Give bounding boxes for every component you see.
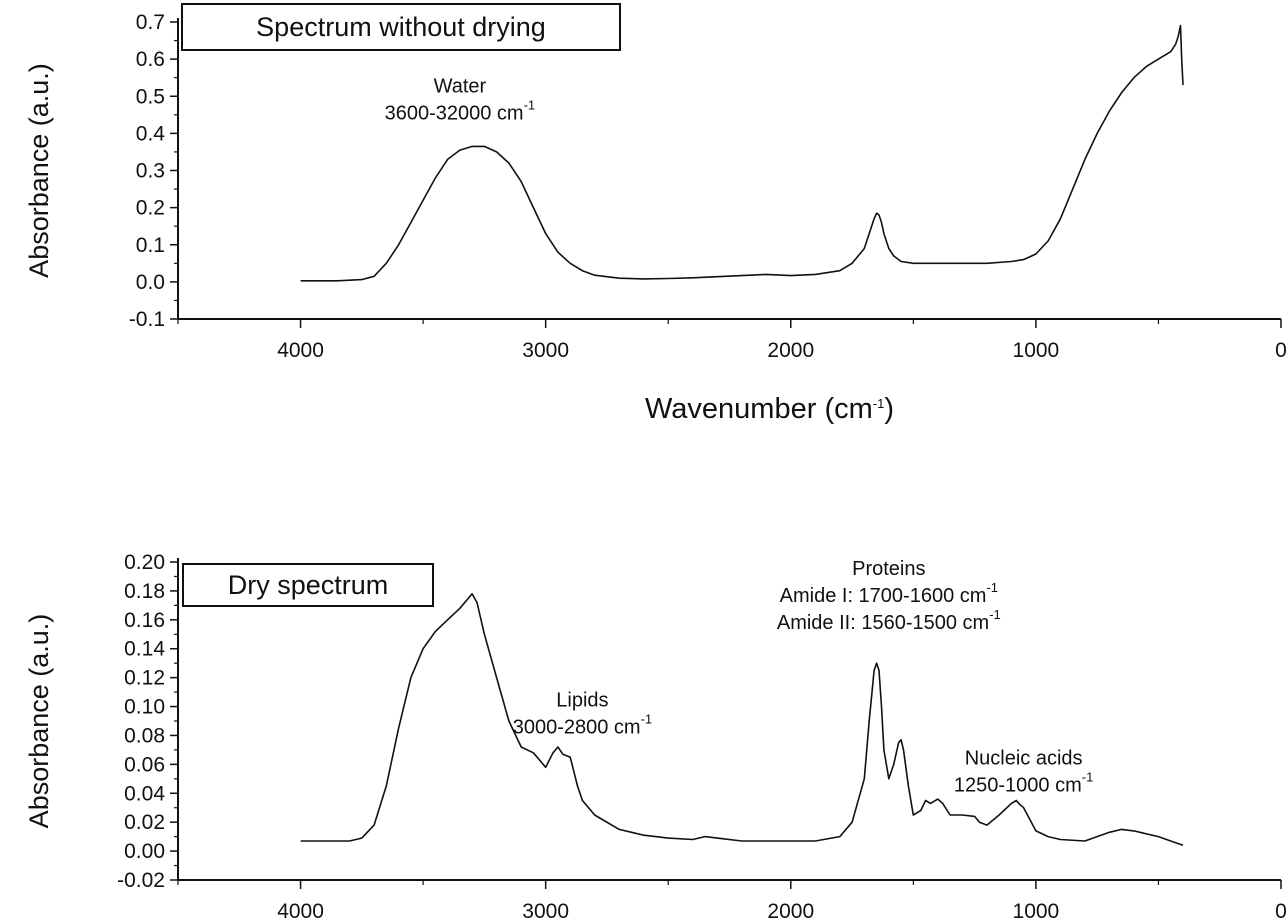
x-tick-label: 3000	[522, 339, 569, 362]
annotation-line: Lipids	[556, 690, 608, 712]
y-tick-label: 0.10	[124, 696, 165, 719]
y-axis-title: Absorbance (a.u.)	[24, 614, 54, 829]
y-tick-label: 0.12	[124, 667, 165, 690]
chart-panel-2: 0.20 0.18 0.16 0.14 0.12 0.10 0.08 0.06 0.04 0.02…	[24, 551, 1287, 921]
annotation-line: Nucleic acids	[965, 747, 1083, 769]
chart-title: Dry spectrum	[228, 570, 389, 600]
y-tick-label: -0.1	[129, 308, 165, 331]
y-tick-label: 0.2	[136, 197, 165, 220]
y-tick-label: 0.00	[124, 840, 165, 863]
annotation-line: 3000-2800 cm-1	[513, 712, 652, 739]
y-tick-label: 0.20	[124, 551, 165, 574]
x-axis-title: Wavenumber (cm-1)	[645, 393, 894, 425]
x-tick-label: 4000	[277, 339, 324, 362]
y-tick-label: 0.14	[124, 638, 165, 661]
y-tick-label: 0.04	[124, 782, 165, 805]
annotation-line: Amide II: 1560-1500 cm-1	[777, 607, 1001, 634]
series-line-1	[300, 24, 1184, 282]
y-tick-label: 0.06	[124, 753, 165, 776]
y-tick-label: 0.6	[136, 48, 165, 71]
y-tick-label: 0.08	[124, 724, 165, 747]
annotation-line: Water	[434, 76, 487, 98]
y-tick-label: 0.3	[136, 160, 165, 183]
y-axis-title: Absorbance (a.u.)	[24, 63, 54, 278]
x-tick-label: 2000	[767, 339, 814, 362]
x-tick-label: 4000	[277, 900, 324, 921]
annotation-line: 3600-32000 cm-1	[385, 98, 536, 125]
chart-panel-1: 0.7 0.6 0.5 0.4 0.3 0.2 0.1 0.0 -0.1 4000 3000 2000…	[24, 3, 1287, 425]
y-tick-label: 0.4	[136, 122, 166, 145]
x-tick-label: 1000	[1013, 900, 1060, 921]
y-tick-label: 0.18	[124, 580, 165, 603]
x-tick-label: 2000	[767, 900, 814, 921]
y-tick-label: 0.02	[124, 811, 165, 834]
x-tick-label: 3000	[522, 900, 569, 921]
y-tick-label: 0.7	[136, 11, 165, 34]
x-tick-label: 0	[1275, 339, 1287, 362]
y-tick-label: 0.0	[136, 271, 165, 294]
x-tick-label: 0	[1275, 900, 1287, 921]
annotation-line: 1250-1000 cm-1	[954, 769, 1093, 796]
x-tick-label: 1000	[1013, 339, 1060, 362]
y-tick-label: -0.02	[117, 869, 165, 892]
annotation-line: Proteins	[852, 558, 925, 580]
y-tick-label: 0.1	[136, 234, 165, 257]
chart-title-box	[181, 3, 621, 51]
chart-title-box	[182, 563, 434, 607]
series-line-1	[300, 593, 1184, 847]
y-tick-label: 0.16	[124, 609, 165, 632]
y-tick-label: 0.5	[136, 85, 165, 108]
annotation-line: Amide I: 1700-1600 cm-1	[780, 580, 998, 607]
chart-title: Spectrum without drying	[256, 12, 546, 42]
